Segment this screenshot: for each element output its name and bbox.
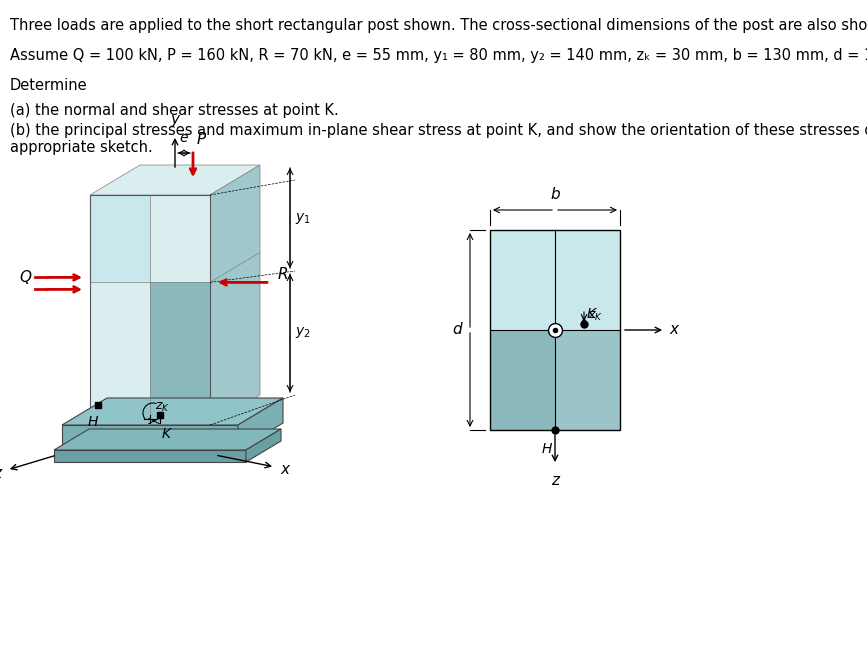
Polygon shape <box>210 165 260 425</box>
Polygon shape <box>238 398 283 450</box>
Text: R: R <box>278 267 289 282</box>
Polygon shape <box>150 195 210 283</box>
Text: Three loads are applied to the short rectangular post shown. The cross-sectional: Three loads are applied to the short rec… <box>10 18 867 33</box>
Text: $y_2$: $y_2$ <box>295 326 310 341</box>
Text: K: K <box>162 427 171 441</box>
Polygon shape <box>490 330 555 430</box>
Text: d: d <box>453 322 462 337</box>
Text: H: H <box>88 415 98 429</box>
Polygon shape <box>150 283 210 425</box>
Polygon shape <box>62 425 238 450</box>
Polygon shape <box>90 195 150 283</box>
Polygon shape <box>555 330 620 430</box>
Text: x: x <box>669 322 678 337</box>
Text: (b) the principal stresses and maximum in-plane shear stress at point K, and sho: (b) the principal stresses and maximum i… <box>10 123 867 156</box>
Polygon shape <box>54 450 246 462</box>
Polygon shape <box>246 429 281 462</box>
Polygon shape <box>90 283 150 425</box>
Text: $z_K$: $z_K$ <box>588 309 603 322</box>
Text: $y_1$: $y_1$ <box>295 211 310 226</box>
Polygon shape <box>90 195 150 425</box>
Text: K: K <box>587 307 596 321</box>
Text: x: x <box>280 462 289 477</box>
Text: P: P <box>197 133 206 148</box>
Text: y: y <box>171 112 179 127</box>
Polygon shape <box>90 165 260 195</box>
Polygon shape <box>54 429 281 450</box>
Polygon shape <box>490 230 555 330</box>
Polygon shape <box>62 398 283 425</box>
Text: e: e <box>179 131 188 145</box>
Text: $z_K$: $z_K$ <box>155 400 170 413</box>
Text: (a) the normal and shear stresses at point K.: (a) the normal and shear stresses at poi… <box>10 103 339 118</box>
Text: Assume Q = 100 kN, P = 160 kN, R = 70 kN, e = 55 mm, y₁ = 80 mm, y₂ = 140 mm, zₖ: Assume Q = 100 kN, P = 160 kN, R = 70 kN… <box>10 48 867 63</box>
Text: H: H <box>542 442 552 456</box>
Text: z: z <box>0 466 1 481</box>
Polygon shape <box>555 230 620 330</box>
Text: b: b <box>551 187 560 202</box>
Polygon shape <box>150 195 210 425</box>
Text: z: z <box>551 473 559 488</box>
Text: Q: Q <box>19 270 31 285</box>
Text: Determine: Determine <box>10 78 88 93</box>
